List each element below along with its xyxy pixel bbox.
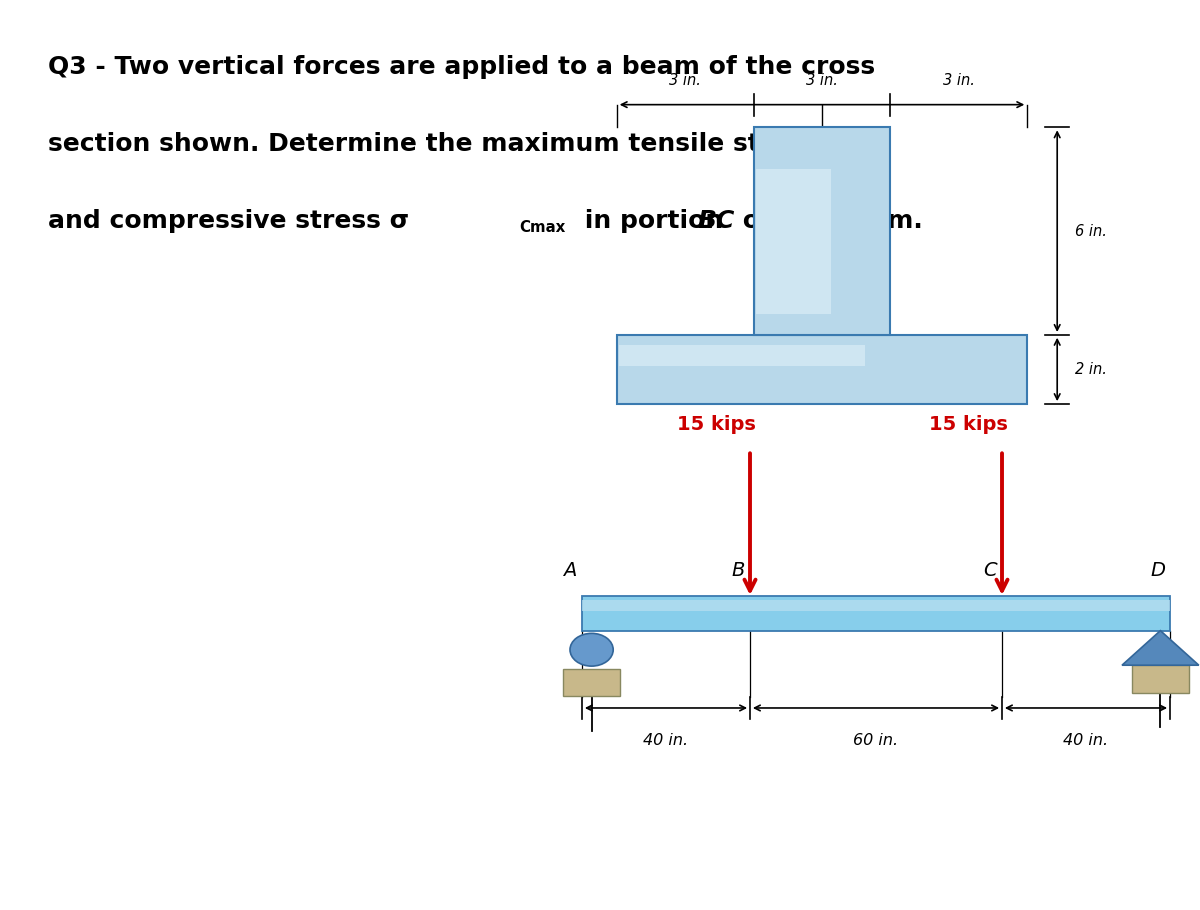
Text: Q3 - Two vertical forces are applied to a beam of the cross: Q3 - Two vertical forces are applied to …	[48, 55, 875, 78]
Text: 15 kips: 15 kips	[929, 415, 1008, 434]
Text: Cmax: Cmax	[520, 220, 566, 235]
Text: 60 in.: 60 in.	[853, 733, 899, 748]
Text: C: C	[983, 561, 997, 580]
Text: 3 in.: 3 in.	[670, 74, 701, 88]
Text: of the beam.: of the beam.	[734, 209, 923, 233]
Text: 40 in.: 40 in.	[1063, 733, 1109, 748]
Text: in portion: in portion	[576, 209, 732, 233]
Bar	[754, 127, 890, 335]
Text: A: A	[563, 561, 577, 580]
Bar	[617, 335, 1027, 404]
Polygon shape	[1122, 631, 1199, 665]
Circle shape	[570, 633, 613, 666]
Text: 3 in.: 3 in.	[943, 74, 974, 88]
Text: D: D	[1151, 561, 1165, 580]
Text: Tmax: Tmax	[808, 143, 853, 157]
Bar	[582, 601, 1170, 611]
Text: 3 in.: 3 in.	[806, 74, 838, 88]
Text: B: B	[731, 561, 745, 580]
Bar	[563, 669, 620, 696]
Bar	[756, 169, 832, 314]
Text: section shown. Determine the maximum tensile stress σ: section shown. Determine the maximum ten…	[48, 132, 847, 156]
Text: 40 in.: 40 in.	[643, 733, 689, 748]
Bar	[619, 345, 865, 366]
Text: 2 in.: 2 in.	[1075, 362, 1108, 377]
Bar	[582, 596, 1170, 631]
Bar	[1132, 665, 1189, 693]
Text: and compressive stress σ: and compressive stress σ	[48, 209, 409, 233]
Text: 15 kips: 15 kips	[677, 415, 756, 434]
Text: BC: BC	[697, 209, 734, 233]
Text: 6 in.: 6 in.	[1075, 224, 1108, 238]
